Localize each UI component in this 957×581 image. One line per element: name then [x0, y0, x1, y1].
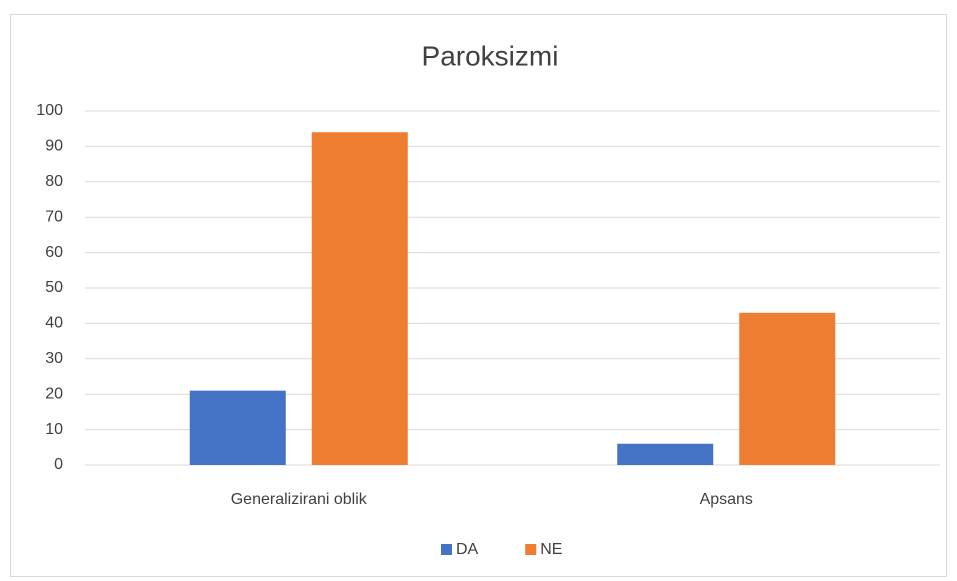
chart-title: Paroksizmi [422, 40, 559, 71]
y-tick-label: 60 [45, 244, 63, 261]
y-tick-label: 0 [54, 456, 63, 473]
y-tick-label: 40 [45, 315, 63, 332]
y-tick-label: 70 [45, 208, 63, 225]
x-tick-label: Apsans [700, 491, 753, 508]
y-tick-label: 80 [45, 173, 63, 190]
y-tick-label: 90 [45, 138, 63, 155]
y-tick-label: 20 [45, 385, 63, 402]
bar [189, 390, 286, 465]
legend-label: NE [540, 541, 562, 558]
bar [311, 132, 408, 466]
legend-swatch [441, 544, 452, 555]
y-tick-label: 30 [45, 350, 63, 367]
bar [617, 443, 714, 465]
legend-swatch [525, 544, 537, 555]
y-tick-label: 10 [45, 421, 63, 438]
x-tick-label: Generalizirani oblik [231, 491, 368, 508]
y-tick-label: 100 [36, 102, 63, 119]
y-tick-label: 50 [45, 279, 63, 296]
bar [739, 312, 836, 465]
legend-label: DA [456, 541, 479, 558]
chart-border [10, 14, 947, 577]
